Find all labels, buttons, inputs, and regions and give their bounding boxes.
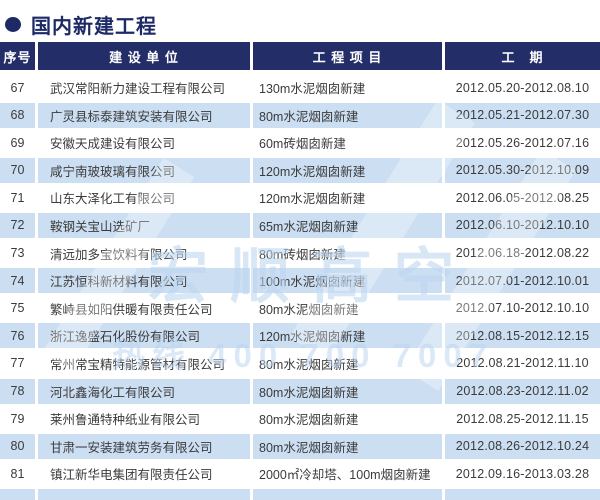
row-company: 莱州鲁通特种纸业有限公司 <box>38 406 250 432</box>
row-project: 80m砖烟囱新建 <box>253 240 442 266</box>
row-index: 71 <box>0 185 35 211</box>
row-index: 81 <box>0 461 35 487</box>
table-row: 68 广灵县标泰建筑安装有限公司 80m水泥烟囱新建 2012.05.21-2012.… <box>0 102 600 128</box>
row-index: 68 <box>0 102 35 128</box>
row-index: 78 <box>0 378 35 404</box>
table-row: 81 镇江新华电集团有限责任公司 2000㎡冷却塔、100m烟囱新建 2012.09.… <box>0 461 600 487</box>
table-row: 75 繁峙县如阳供暖有限责任公司 80m水泥烟囱新建 2012.07.10-2012.… <box>0 295 600 321</box>
row-index: 70 <box>0 157 35 183</box>
row-project: 80m水泥烟囱新建 <box>253 406 442 432</box>
row-company: 清远加多宝饮料有限公司 <box>38 240 250 266</box>
table-row: 72 鞍钢关宝山选矿厂 65m水泥烟囱新建 2012.06.10-2012.10.10 <box>0 212 600 238</box>
row-project: 100m水泥烟囱新建 <box>253 268 442 294</box>
table-row: 77 常州常宝精特能源管材有限公司 80m水泥烟囱新建 2012.08.21-2012… <box>0 350 600 376</box>
row-project: 80m水泥烟囱新建 <box>253 350 442 376</box>
row-company: 常州常宝精特能源管材有限公司 <box>38 350 250 376</box>
row-index: 79 <box>0 406 35 432</box>
row-company: 鞍钢关宝山选矿厂 <box>38 212 250 238</box>
row-company: 河北鑫海化工有限公司 <box>38 378 250 404</box>
row-project: 80m水泥烟囱新建 <box>253 295 442 321</box>
row-index: 69 <box>0 130 35 156</box>
table-row: 79 莱州鲁通特种纸业有限公司 80m水泥烟囱新建 2012.08.25-2012.1… <box>0 406 600 432</box>
row-company <box>38 488 250 500</box>
row-period: 2012.06.05-2012.08.25 <box>445 185 600 211</box>
table-row: 78 河北鑫海化工有限公司 80m水泥烟囱新建 2012.08.23-2012.11.… <box>0 378 600 404</box>
row-index: 72 <box>0 212 35 238</box>
row-project: 120m水泥烟囱新建 <box>253 157 442 183</box>
row-index <box>0 488 35 500</box>
page-title-bar: 国内新建工程 <box>0 0 600 40</box>
table-row: 67 武汉常阳新力建设工程有限公司 130m水泥烟囱新建 2012.05.20-201… <box>0 75 600 100</box>
row-company: 武汉常阳新力建设工程有限公司 <box>38 75 250 100</box>
row-index: 80 <box>0 433 35 459</box>
row-index: 76 <box>0 323 35 349</box>
row-company: 山东大泽化工有限公司 <box>38 185 250 211</box>
row-period: 2012.08.23-2012.11.02 <box>445 378 600 404</box>
row-index: 77 <box>0 350 35 376</box>
column-header-index: 序号 <box>0 42 35 70</box>
row-period: 2012.05.21-2012.07.30 <box>445 102 600 128</box>
row-project: 120m水泥烟囱新建 <box>253 185 442 211</box>
row-period: 2012.05.20-2012.08.10 <box>445 75 600 100</box>
table-row: 71 山东大泽化工有限公司 120m水泥烟囱新建 2012.06.05-2012.08… <box>0 185 600 211</box>
row-project: 130m水泥烟囱新建 <box>253 75 442 100</box>
row-index: 73 <box>0 240 35 266</box>
table-header-row: 序号 建 设 单 位 工 程 项 目 工 期 <box>0 42 600 70</box>
row-project <box>253 488 442 500</box>
row-company: 咸宁南玻玻璃有限公司 <box>38 157 250 183</box>
column-header-project: 工 程 项 目 <box>253 42 442 70</box>
row-period: 2012.07.10-2012.10.10 <box>445 295 600 321</box>
row-company: 江苏恒科新材料有限公司 <box>38 268 250 294</box>
row-project: 60m砖烟囱新建 <box>253 130 442 156</box>
row-index: 67 <box>0 75 35 100</box>
row-project: 65m水泥烟囱新建 <box>253 212 442 238</box>
row-period: 2012.05.26-2012.07.16 <box>445 130 600 156</box>
row-project: 2000㎡冷却塔、100m烟囱新建 <box>253 461 442 487</box>
row-company: 甘肃一安装建筑劳务有限公司 <box>38 433 250 459</box>
row-index: 75 <box>0 295 35 321</box>
table-row: 74 江苏恒科新材料有限公司 100m水泥烟囱新建 2012.07.01-2012.1… <box>0 268 600 294</box>
row-period <box>445 488 600 500</box>
column-header-company: 建 设 单 位 <box>38 42 250 70</box>
row-project: 80m水泥烟囱新建 <box>253 433 442 459</box>
row-period: 2012.07.01-2012.10.01 <box>445 268 600 294</box>
row-project: 80m水泥烟囱新建 <box>253 102 442 128</box>
table-row-partial <box>0 488 600 500</box>
row-period: 2012.08.26-2012.10.24 <box>445 433 600 459</box>
row-period: 2012.06.10-2012.10.10 <box>445 212 600 238</box>
table-row: 76 浙江逸盛石化股份有限公司 120m水泥烟囱新建 2012.08.15-2012.… <box>0 323 600 349</box>
table-row: 69 安徽天成建设有限公司 60m砖烟囱新建 2012.05.26-2012.07.1… <box>0 130 600 156</box>
bullet-icon <box>5 16 21 32</box>
row-period: 2012.08.25-2012.11.15 <box>445 406 600 432</box>
table-row: 80 甘肃一安装建筑劳务有限公司 80m水泥烟囱新建 2012.08.26-2012.… <box>0 433 600 459</box>
row-period: 2012.08.21-2012.11.10 <box>445 350 600 376</box>
row-period: 2012.05.30-2012.10.09 <box>445 157 600 183</box>
row-company: 镇江新华电集团有限责任公司 <box>38 461 250 487</box>
row-company: 浙江逸盛石化股份有限公司 <box>38 323 250 349</box>
row-company: 安徽天成建设有限公司 <box>38 130 250 156</box>
row-company: 广灵县标泰建筑安装有限公司 <box>38 102 250 128</box>
row-project: 120m水泥烟囱新建 <box>253 323 442 349</box>
page-title: 国内新建工程 <box>31 15 157 38</box>
row-company: 繁峙县如阳供暖有限责任公司 <box>38 295 250 321</box>
column-header-period: 工 期 <box>445 42 600 70</box>
row-period: 2012.06.18-2012.08.22 <box>445 240 600 266</box>
table-body: 67 武汉常阳新力建设工程有限公司 130m水泥烟囱新建 2012.05.20-201… <box>0 75 600 487</box>
table-row: 70 咸宁南玻玻璃有限公司 120m水泥烟囱新建 2012.05.30-2012.10… <box>0 157 600 183</box>
table-row: 73 清远加多宝饮料有限公司 80m砖烟囱新建 2012.06.18-2012.08.… <box>0 240 600 266</box>
row-index: 74 <box>0 268 35 294</box>
row-project: 80m水泥烟囱新建 <box>253 378 442 404</box>
row-period: 2012.08.15-2012.12.15 <box>445 323 600 349</box>
row-period: 2012.09.16-2013.03.28 <box>445 461 600 487</box>
